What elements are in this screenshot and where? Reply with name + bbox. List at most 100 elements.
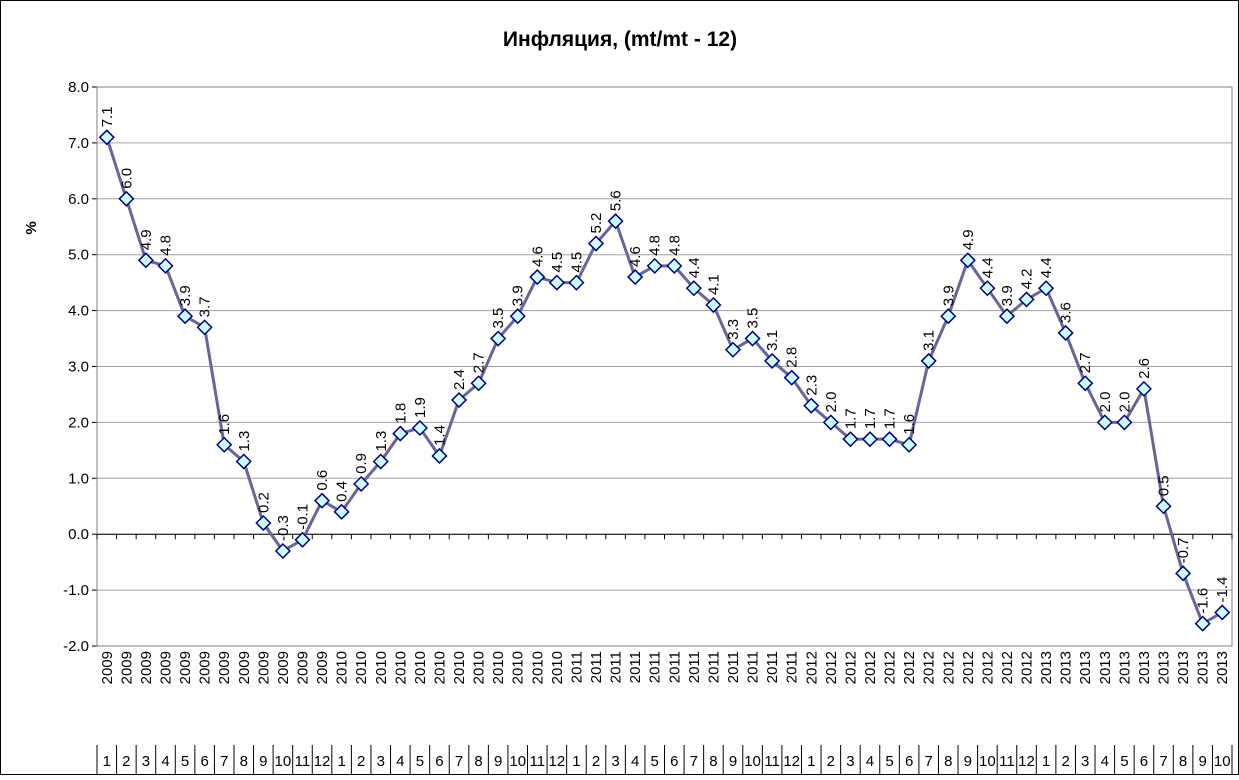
point-marker: [98, 129, 115, 146]
data-label: 3.1: [764, 330, 781, 351]
x-tick-label: 11: [999, 753, 1015, 770]
year-label: 2010: [451, 651, 468, 684]
point-marker: [196, 319, 213, 336]
data-label: 1.3: [236, 431, 253, 452]
year-label: 2011: [784, 651, 801, 683]
data-label: 2.7: [1077, 352, 1094, 373]
point-marker: [861, 431, 879, 448]
x-tick-label: 8: [1179, 753, 1187, 770]
data-label: 1.9: [412, 397, 429, 418]
x-tick-label: 5: [651, 753, 659, 770]
year-label: 2011: [647, 651, 664, 683]
year-label: 2013: [1097, 651, 1114, 684]
data-label: 6.0: [118, 168, 135, 189]
data-label: 4.2: [1019, 269, 1036, 290]
data-label: 3.1: [921, 330, 938, 351]
y-tick-label: 0.0: [68, 526, 89, 543]
data-label: 1.7: [862, 408, 879, 429]
year-label: 2009: [314, 651, 331, 684]
point-marker: [685, 280, 702, 297]
year-label: 2012: [803, 651, 820, 684]
data-label: 3.9: [940, 285, 957, 306]
x-tick-label: 7: [925, 753, 933, 770]
data-label: 0.2: [255, 492, 272, 513]
x-tick-label: 2: [122, 753, 130, 770]
x-tick-label: 4: [396, 753, 404, 770]
point-marker: [783, 369, 800, 386]
year-label: 2012: [921, 651, 938, 684]
x-tick-label: 1: [337, 753, 345, 770]
x-tick-label: 3: [611, 753, 619, 770]
data-label: 3.5: [490, 308, 507, 329]
x-tick-label: 1: [572, 753, 580, 770]
x-tick-label: 7: [220, 753, 228, 770]
point-marker: [333, 503, 350, 520]
data-label: 5.6: [608, 190, 625, 211]
data-label: 2.7: [471, 352, 488, 373]
year-label: 2013: [1038, 651, 1055, 684]
year-label: 2009: [216, 651, 233, 684]
year-label: 2009: [275, 651, 292, 684]
x-tick-label: 2: [357, 753, 365, 770]
data-label: 1.8: [392, 403, 409, 424]
year-label: 2010: [471, 651, 488, 684]
year-label: 2009: [118, 651, 135, 684]
x-tick-label: 9: [729, 753, 737, 770]
data-label: 4.4: [979, 257, 996, 278]
x-tick-label: 11: [295, 753, 311, 770]
y-tick-label: 8.0: [68, 79, 89, 96]
year-label: 2010: [549, 651, 566, 684]
data-label: 2.6: [1136, 358, 1153, 379]
x-tick-label: 7: [455, 753, 463, 770]
point-marker: [627, 268, 644, 286]
y-tick-label: 5.0: [68, 247, 89, 264]
x-tick-label: 7: [1159, 753, 1167, 770]
data-label: 0.6: [314, 470, 331, 491]
y-tick-label: 7.0: [68, 135, 89, 152]
x-tick-label: 7: [690, 753, 698, 770]
point-marker: [235, 453, 252, 470]
x-tick-label: 5: [885, 753, 893, 770]
x-tick-label: 5: [181, 753, 189, 770]
year-label: 2009: [157, 651, 174, 684]
data-label: 1.3: [373, 431, 390, 452]
data-label: -0.1: [294, 504, 311, 530]
data-label: 4.4: [686, 257, 703, 278]
data-label: -0.7: [1175, 537, 1192, 563]
plot-border: [96, 86, 1233, 647]
x-tick-label: 6: [200, 753, 208, 770]
x-tick-label: 12: [314, 753, 331, 770]
x-tick-label: 4: [1101, 753, 1109, 770]
point-marker: [646, 257, 663, 274]
year-label: 2010: [431, 651, 448, 684]
point-marker: [137, 252, 154, 269]
point-marker: [1077, 375, 1094, 392]
point-marker: [1194, 615, 1211, 632]
point-marker: [157, 257, 174, 274]
data-label: 3.6: [1058, 302, 1075, 323]
point-marker: [803, 397, 820, 414]
data-label: 2.3: [803, 375, 820, 396]
data-label: 4.1: [705, 274, 722, 295]
data-label: 4.8: [666, 235, 683, 256]
point-marker: [1018, 291, 1035, 308]
year-label: 2012: [901, 651, 918, 684]
x-tick-label: 12: [549, 753, 566, 770]
data-label: 1.6: [901, 414, 918, 435]
year-label: 2010: [373, 651, 390, 684]
data-label: 0.5: [1156, 475, 1173, 496]
x-tick-label: 3: [1081, 753, 1089, 770]
data-label: 3.9: [999, 285, 1016, 306]
year-label: 2011: [588, 651, 605, 683]
data-label: 1.7: [842, 408, 859, 429]
data-label: 4.9: [960, 229, 977, 250]
year-label: 2012: [842, 651, 859, 684]
point-marker: [274, 542, 291, 560]
data-label: 4.4: [1038, 257, 1055, 278]
year-label: 2012: [940, 651, 957, 684]
x-tick-label: 6: [670, 753, 678, 770]
data-label: 4.6: [529, 246, 546, 267]
point-marker: [509, 308, 526, 325]
data-label: 2.0: [1116, 392, 1133, 413]
